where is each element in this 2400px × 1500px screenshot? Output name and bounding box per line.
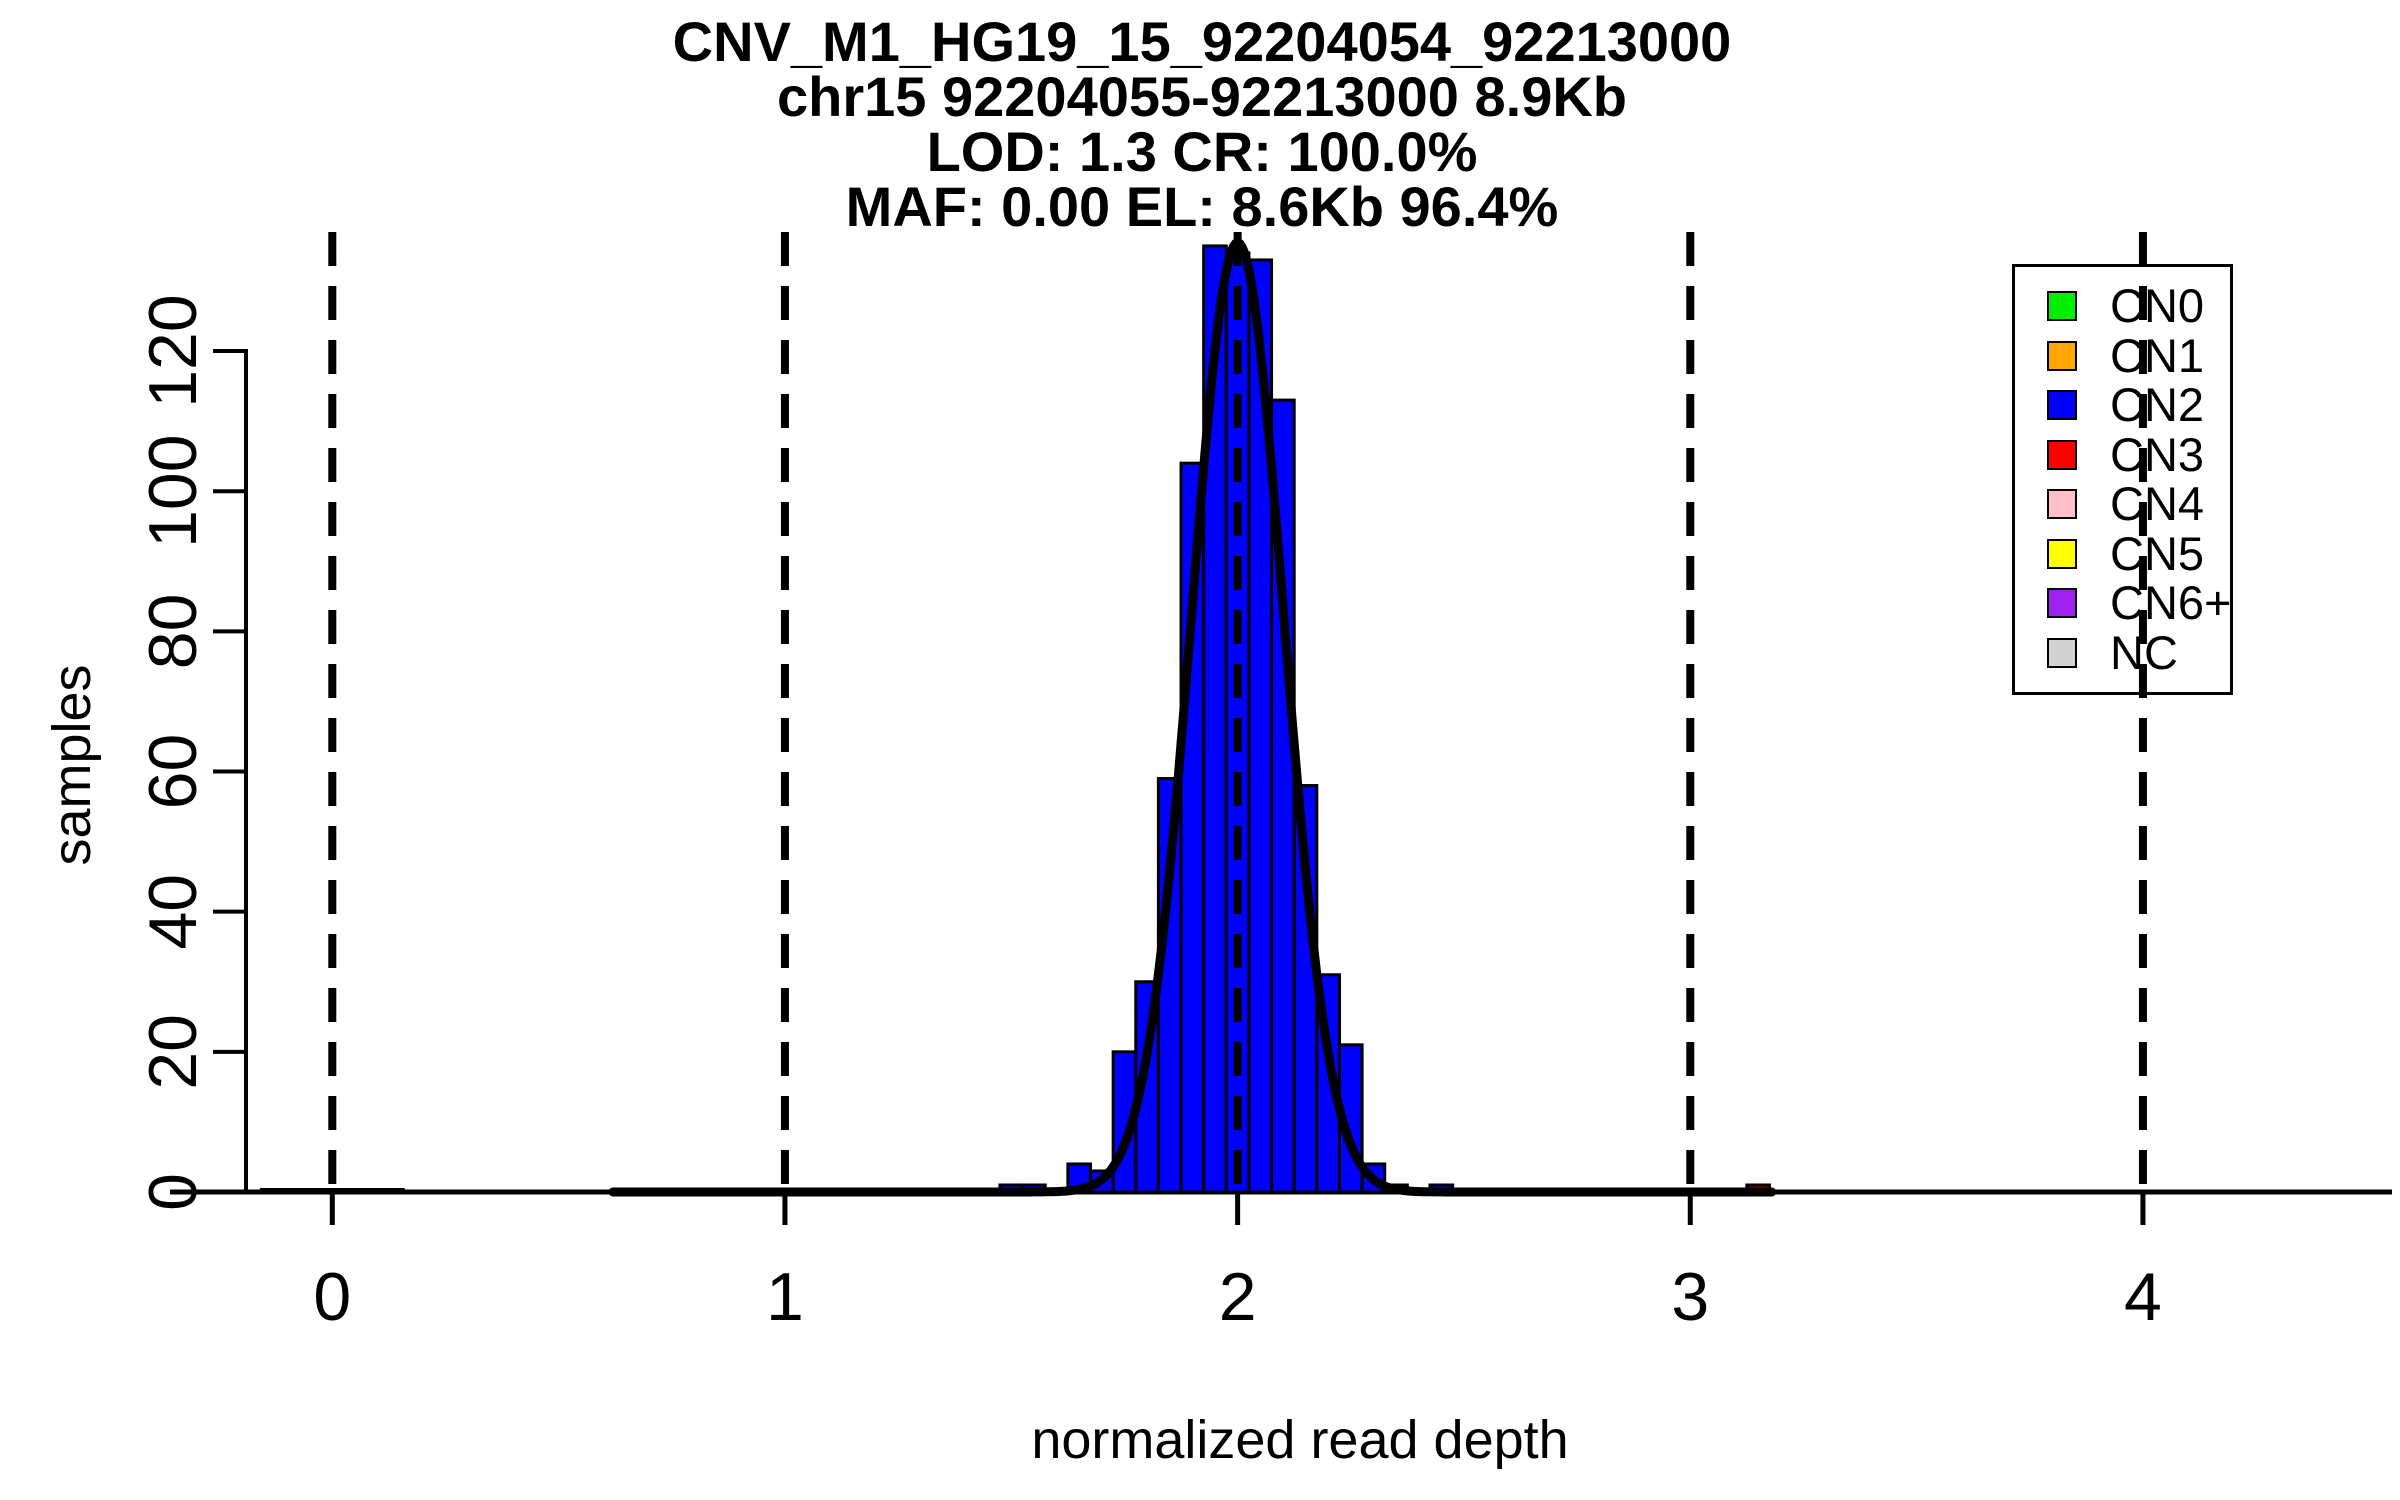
legend-item-CN1: CN1 [2015, 328, 2230, 382]
y-tick-label: 40 [135, 874, 211, 950]
legend-label: CN2 [2110, 378, 2205, 432]
title-line-1: CNV_M1_HG19_15_92204054_92213000 [672, 10, 1732, 73]
legend-swatch-CN2 [2047, 390, 2077, 421]
title-line-2: chr15 92204055-92213000 8.9Kb [776, 65, 1628, 128]
y-tick-label: 100 [135, 434, 211, 547]
y-tick-label: 60 [135, 734, 211, 810]
legend-item-CN5: CN5 [2015, 526, 2230, 580]
legend-label: CN5 [2110, 526, 2205, 580]
x-tick-label: 3 [1671, 1259, 1709, 1335]
legend-swatch-CN0 [2047, 291, 2077, 321]
x-tick-label: 0 [313, 1259, 351, 1335]
title-line-4: MAF: 0.00 EL: 8.6Kb 96.4% [845, 175, 1559, 238]
x-tick-label: 1 [766, 1259, 804, 1335]
x-axis-title: normalized read depth [1031, 1410, 1569, 1470]
x-tick-label: 4 [2124, 1259, 2162, 1335]
x-tick-label: 2 [1219, 1259, 1257, 1335]
legend-swatch-NC [2047, 637, 2077, 668]
legend-swatch-CN3 [2047, 439, 2077, 470]
legend-label: CN3 [2110, 427, 2205, 481]
density-curve [608, 237, 1777, 1197]
legend-label: CN1 [2110, 328, 2205, 382]
plot-title-block: CNV_M1_HG19_15_92204054_92213000 chr15 9… [672, 10, 1732, 238]
legend-label: CN6+ [2110, 576, 2232, 630]
legend-swatch-CN4 [2047, 489, 2077, 520]
legend-swatch-CN6plus [2047, 588, 2077, 619]
legend-item-CN6plus: CN6+ [2015, 576, 2232, 630]
legend-swatch-CN1 [2047, 340, 2077, 371]
legend-item-NC: NC [2015, 625, 2230, 679]
legend-swatch-CN5 [2047, 538, 2077, 569]
legend-box: CN0 CN1 CN2 CN3 CN4 CN5 CN6+ NC [2012, 264, 2233, 695]
legend-label: CN0 [2110, 279, 2205, 332]
legend-label: CN4 [2110, 477, 2205, 531]
legend-item-CN0: CN0 [2015, 279, 2230, 332]
y-tick-label: 0 [135, 1173, 211, 1211]
legend-item-CN4: CN4 [2015, 477, 2230, 531]
legend-item-CN3: CN3 [2015, 427, 2230, 481]
legend-label: NC [2110, 625, 2178, 679]
y-tick-label: 120 [135, 294, 211, 407]
y-tick-label: 20 [135, 1014, 211, 1090]
title-line-3: LOD: 1.3 CR: 100.0% [926, 120, 1478, 183]
y-tick-label: 80 [135, 594, 211, 670]
hist-bar [1224, 251, 1251, 1194]
legend-item-CN2: CN2 [2015, 378, 2230, 432]
